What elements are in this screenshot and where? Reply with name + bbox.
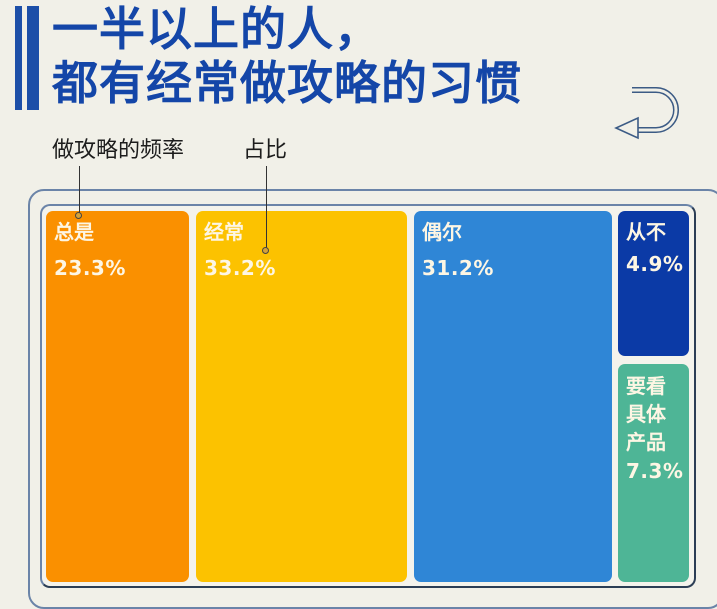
tile-value: 31.2%: [422, 256, 494, 280]
tile-value: 7.3%: [626, 459, 684, 483]
title-accent-bars: [15, 6, 40, 110]
page-title: 一半以上的人， 都有经常做攻略的习惯: [52, 2, 522, 110]
leader-line-category: [79, 166, 80, 214]
tile-label: 从不: [626, 220, 666, 244]
leader-dot-value: [262, 247, 269, 254]
value-axis-label: 占比: [243, 138, 288, 163]
tile-value: 33.2%: [204, 256, 276, 280]
tile-never: 从不 4.9%: [618, 211, 689, 356]
tile-label: 偶尔: [422, 220, 462, 244]
tile-label: 要看具体产品: [626, 374, 666, 454]
tile-always: 总是 23.3%: [46, 211, 189, 582]
return-arrow-icon: [614, 87, 679, 140]
tile-depends-on-product: 要看具体产品 7.3%: [618, 364, 689, 582]
leader-line-value: [266, 166, 267, 250]
category-axis-label: 做攻略的频率: [52, 138, 185, 163]
tile-label: 经常: [204, 220, 244, 244]
tile-value: 23.3%: [54, 256, 126, 280]
tile-value: 4.9%: [626, 252, 684, 276]
title-line-2: 都有经常做攻略的习惯: [52, 56, 522, 110]
tile-occasionally: 偶尔 31.2%: [414, 211, 612, 582]
tile-label: 总是: [54, 220, 94, 244]
title-line-1: 一半以上的人，: [52, 2, 381, 56]
tile-often: 经常 33.2%: [196, 211, 407, 582]
leader-dot-category: [75, 212, 82, 219]
